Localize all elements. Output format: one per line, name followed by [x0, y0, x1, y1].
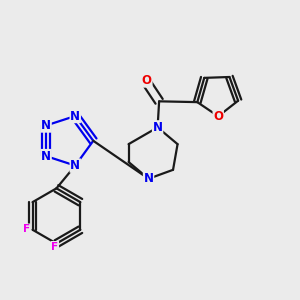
Text: N: N [70, 159, 80, 172]
Text: N: N [143, 172, 154, 185]
Text: O: O [213, 110, 223, 123]
Text: F: F [51, 242, 58, 252]
Text: N: N [70, 110, 80, 122]
Text: N: N [41, 150, 51, 163]
Text: N: N [153, 121, 163, 134]
Text: O: O [142, 74, 152, 87]
Text: F: F [23, 224, 30, 234]
Text: N: N [41, 119, 51, 132]
